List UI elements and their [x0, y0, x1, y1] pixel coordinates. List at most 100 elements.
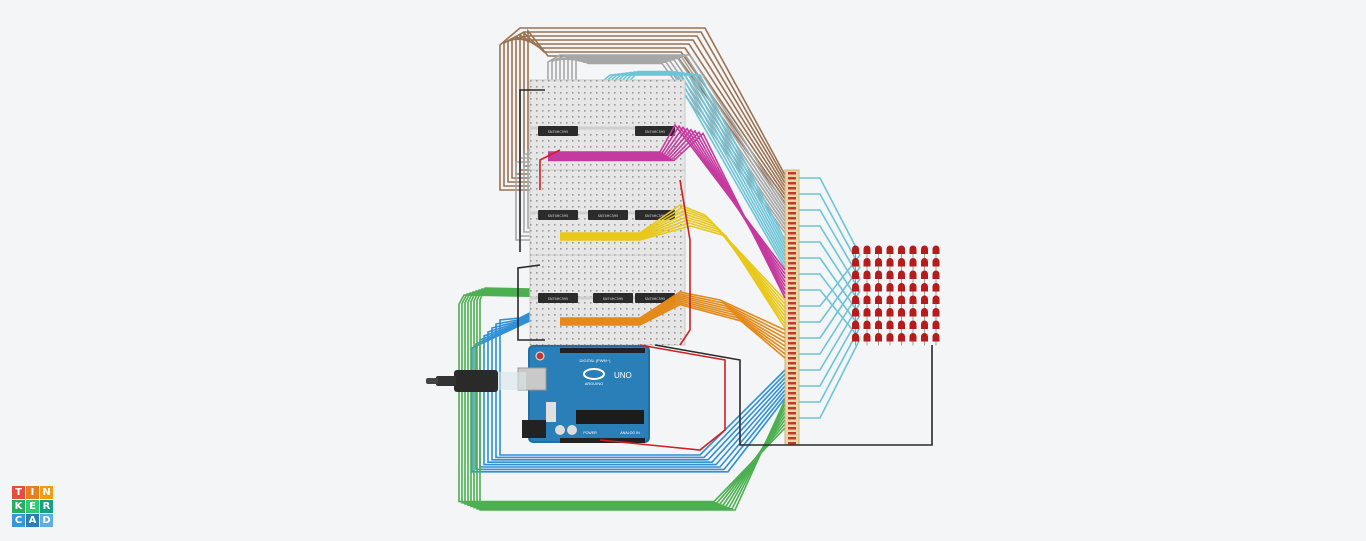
- led[interactable]: [852, 283, 859, 292]
- red-wire[interactable]: [599, 344, 726, 451]
- green-wire[interactable]: [467, 291, 786, 507]
- resistor[interactable]: [788, 242, 796, 245]
- power-jack[interactable]: [522, 420, 546, 438]
- led[interactable]: [863, 333, 871, 342]
- arduino-uno-board[interactable]: DIGITAL (PWM~) UNO ARDUINO POWER ANALOG …: [517, 345, 650, 443]
- led[interactable]: [909, 245, 917, 254]
- cyan-wire[interactable]: [799, 193, 861, 268]
- blue-wire[interactable]: [475, 289, 786, 471]
- black-wire[interactable]: [654, 344, 933, 446]
- led[interactable]: [898, 308, 905, 317]
- cyan-wire[interactable]: [799, 290, 861, 355]
- cyan-wire[interactable]: [799, 209, 861, 280]
- led[interactable]: [921, 295, 929, 305]
- led[interactable]: [898, 333, 905, 342]
- led[interactable]: [852, 270, 859, 279]
- led[interactable]: [863, 258, 871, 267]
- green-wire[interactable]: [464, 292, 786, 505]
- led[interactable]: [909, 295, 917, 305]
- resistor[interactable]: [788, 292, 796, 295]
- resistor[interactable]: [788, 332, 796, 335]
- green-wire[interactable]: [461, 293, 786, 504]
- resistor[interactable]: [788, 252, 796, 255]
- led[interactable]: [921, 333, 929, 342]
- cyan-wire[interactable]: [799, 326, 861, 403]
- led[interactable]: [886, 320, 894, 329]
- led[interactable]: [932, 258, 940, 267]
- resistor[interactable]: [788, 377, 796, 380]
- resistor[interactable]: [788, 392, 796, 395]
- resistor[interactable]: [788, 437, 796, 440]
- led[interactable]: [852, 320, 859, 329]
- brown-wire[interactable]: [499, 27, 786, 191]
- led[interactable]: [852, 295, 859, 305]
- resistor[interactable]: [788, 177, 796, 180]
- resistor[interactable]: [788, 427, 796, 430]
- orange-wire[interactable]: [560, 301, 786, 355]
- resistor[interactable]: [788, 342, 796, 345]
- led[interactable]: [875, 245, 882, 254]
- resistor[interactable]: [788, 272, 796, 275]
- led[interactable]: [886, 308, 894, 317]
- led[interactable]: [863, 270, 871, 279]
- led[interactable]: [852, 258, 859, 267]
- resistor[interactable]: [788, 202, 796, 205]
- led[interactable]: [932, 308, 940, 317]
- led[interactable]: [875, 333, 882, 342]
- led[interactable]: [875, 258, 882, 267]
- cyan-wire[interactable]: [799, 225, 861, 292]
- cyan-wire[interactable]: [799, 278, 861, 339]
- led[interactable]: [852, 308, 859, 317]
- resistor[interactable]: [788, 367, 796, 370]
- led[interactable]: [886, 283, 894, 292]
- led[interactable]: [921, 245, 929, 254]
- led[interactable]: [875, 308, 882, 317]
- resistor[interactable]: [788, 267, 796, 270]
- resistor[interactable]: [788, 422, 796, 425]
- resistor[interactable]: [788, 357, 796, 360]
- led[interactable]: [898, 295, 905, 305]
- led[interactable]: [898, 283, 905, 292]
- led[interactable]: [921, 308, 929, 317]
- led[interactable]: [909, 333, 917, 342]
- magenta-wire[interactable]: [548, 132, 786, 299]
- led[interactable]: [932, 245, 940, 254]
- blue-wire[interactable]: [483, 289, 786, 466]
- black-wire[interactable]: [519, 89, 545, 175]
- red-wire[interactable]: [679, 179, 691, 346]
- resistor[interactable]: [788, 182, 796, 185]
- resistor[interactable]: [788, 412, 796, 415]
- led[interactable]: [863, 283, 871, 292]
- blue-wire[interactable]: [471, 289, 786, 473]
- resistor[interactable]: [788, 287, 796, 290]
- resistor[interactable]: [788, 222, 796, 225]
- orange-wire[interactable]: [560, 298, 786, 347]
- led[interactable]: [898, 270, 905, 279]
- shift-register-chip[interactable]: SN74HC595: [538, 126, 578, 136]
- resistor[interactable]: [788, 302, 796, 305]
- cyan-wire[interactable]: [799, 254, 861, 307]
- led[interactable]: [875, 320, 882, 329]
- led[interactable]: [863, 245, 871, 254]
- led[interactable]: [863, 295, 871, 305]
- green-wire[interactable]: [473, 289, 786, 509]
- shift-register-chip[interactable]: SN74HC595: [593, 293, 633, 303]
- led[interactable]: [875, 283, 882, 292]
- cyan-wire[interactable]: [799, 289, 861, 340]
- led[interactable]: [852, 333, 859, 342]
- green-wire[interactable]: [470, 290, 786, 508]
- shift-register-chip[interactable]: SN74HC595: [538, 210, 578, 220]
- resistor[interactable]: [788, 212, 796, 215]
- led[interactable]: [921, 258, 929, 267]
- blue-wire[interactable]: [491, 289, 786, 461]
- resistor[interactable]: [788, 382, 796, 385]
- resistor[interactable]: [788, 442, 796, 445]
- resistor[interactable]: [788, 207, 796, 210]
- orange-wire[interactable]: [560, 296, 786, 343]
- resistor[interactable]: [788, 432, 796, 435]
- shift-register-chip[interactable]: SN74HC595: [635, 126, 675, 136]
- orange-wire[interactable]: [560, 303, 786, 359]
- green-wire[interactable]: [476, 288, 786, 510]
- led[interactable]: [875, 270, 882, 279]
- red-wire[interactable]: [539, 149, 561, 190]
